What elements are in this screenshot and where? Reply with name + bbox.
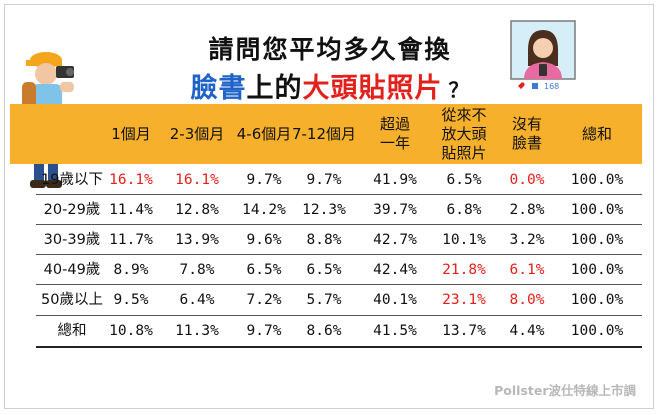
table-cell: 6.5% xyxy=(246,262,282,278)
table-cell: 8.0% xyxy=(509,292,545,308)
profile-avatar-illustration xyxy=(510,20,576,89)
column-header-1: 2-3個月 xyxy=(161,125,233,144)
table-cell: 2.8% xyxy=(509,202,545,218)
table-cell: 4.4% xyxy=(509,323,545,339)
row-divider xyxy=(36,346,642,348)
table-cell: 42.7% xyxy=(373,232,417,248)
column-header-line: 一年 xyxy=(379,134,410,152)
title-profile-photo: 大頭貼照片 xyxy=(302,73,443,104)
row-label: 19歲以下 xyxy=(41,172,103,188)
table-cell: 6.4% xyxy=(179,292,215,308)
table-cell: 21.8% xyxy=(442,262,486,278)
column-header-6: 沒有 臉書 xyxy=(499,115,555,153)
table-cell: 11.3% xyxy=(175,323,219,339)
row-label: 30-39歲 xyxy=(43,232,101,248)
table-cell: 41.9% xyxy=(373,172,417,188)
table-cell: 100.0% xyxy=(570,202,624,218)
source-credit: Pollster波仕特線上市調 xyxy=(494,383,636,398)
table-cell: 13.9% xyxy=(175,232,219,248)
column-header-line: 7-12個月 xyxy=(291,124,357,143)
table-cell: 23.1% xyxy=(442,292,486,308)
row-divider xyxy=(36,194,642,195)
title-question-mark: ？ xyxy=(448,78,470,102)
table-cell: 100.0% xyxy=(570,323,624,339)
column-header-line: 沒有 xyxy=(511,115,542,133)
table-cell: 12.3% xyxy=(302,202,346,218)
table-cell: 40.1% xyxy=(373,292,417,308)
row-label: 40-49歲 xyxy=(43,262,101,278)
table-header-band xyxy=(10,104,642,164)
column-header-7: 總和 xyxy=(562,125,632,144)
table-cell: 13.7% xyxy=(442,323,486,339)
table-cell: 100.0% xyxy=(570,172,624,188)
column-header-line: 貼照片 xyxy=(441,143,487,162)
table-cell: 100.0% xyxy=(570,292,624,308)
row-divider xyxy=(36,315,642,316)
table-cell: 12.8% xyxy=(175,202,219,218)
column-header-line: 1個月 xyxy=(111,124,151,143)
column-header-line: 2-3個月 xyxy=(169,124,225,143)
column-header-4: 超過 一年 xyxy=(365,115,425,153)
table-cell: 6.5% xyxy=(446,172,482,188)
like-count: 168 xyxy=(544,82,560,91)
column-header-3: 7-12個月 xyxy=(290,125,358,144)
table-cell: 11.4% xyxy=(109,202,153,218)
table-cell: 10.8% xyxy=(109,323,153,339)
column-header-line: 放大頭 xyxy=(441,124,487,143)
table-cell: 9.7% xyxy=(246,323,282,339)
table-cell: 8.6% xyxy=(306,323,342,339)
table-cell: 10.1% xyxy=(442,232,486,248)
column-header-line: 臉書 xyxy=(511,134,542,152)
table-cell: 8.9% xyxy=(113,262,149,278)
column-header-line: 總和 xyxy=(581,124,612,143)
table-cell: 11.7% xyxy=(109,232,153,248)
table-cell: 9.5% xyxy=(113,292,149,308)
table-cell: 7.8% xyxy=(179,262,215,278)
column-header-5: 從來不 放大頭 貼照片 xyxy=(429,106,499,163)
title-on: 上的 xyxy=(246,73,303,104)
table-cell: 9.7% xyxy=(306,172,342,188)
column-header-line: 4-6個月 xyxy=(236,124,292,143)
column-header-2: 4-6個月 xyxy=(231,125,297,144)
table-cell: 9.6% xyxy=(246,232,282,248)
row-label: 總和 xyxy=(57,323,87,339)
row-divider xyxy=(36,284,642,285)
table-cell: 100.0% xyxy=(570,262,624,278)
table-cell: 6.5% xyxy=(306,262,342,278)
row-label: 50歲以上 xyxy=(41,292,103,308)
title-line1: 請問您平均多久會換 xyxy=(208,35,452,64)
table-cell: 6.1% xyxy=(509,262,545,278)
table-cell: 42.4% xyxy=(373,262,417,278)
table-cell: 16.1% xyxy=(109,172,153,188)
table-cell: 6.8% xyxy=(446,202,482,218)
table-cell: 39.7% xyxy=(373,202,417,218)
table-cell: 8.8% xyxy=(306,232,342,248)
table-cell: 16.1% xyxy=(175,172,219,188)
table-cell: 0.0% xyxy=(509,172,545,188)
table-cell: 7.2% xyxy=(246,292,282,308)
table-cell: 5.7% xyxy=(306,292,342,308)
title-line2: 臉書上的大頭貼照片？ xyxy=(160,66,500,105)
table-cell: 14.2% xyxy=(242,202,286,218)
table-cell: 9.7% xyxy=(246,172,282,188)
row-label: 20-29歲 xyxy=(43,202,101,218)
row-divider xyxy=(36,224,642,225)
table-cell: 41.5% xyxy=(373,323,417,339)
column-header-line: 超過 xyxy=(379,115,410,133)
row-divider xyxy=(36,254,642,255)
table-cell: 100.0% xyxy=(570,232,624,248)
column-header-line: 從來不 xyxy=(441,105,487,124)
column-header-0: 1個月 xyxy=(100,125,162,144)
table-cell: 3.2% xyxy=(509,232,545,248)
title-facebook: 臉書 xyxy=(190,73,247,104)
